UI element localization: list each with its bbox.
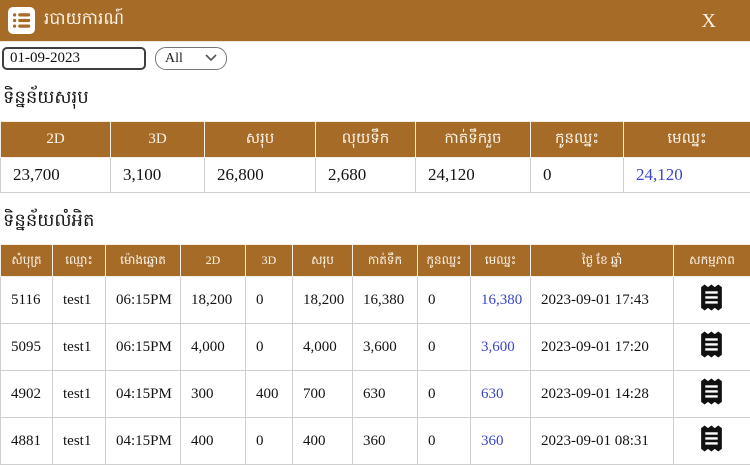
receipt-icon bbox=[699, 424, 724, 453]
details-table: សំបុត្រ ឈ្មោះ ម៉ោងឆ្នោត 2D 3D សរុប កាត់ទ… bbox=[0, 244, 750, 465]
summary-col-after-cut: កាត់ទឹករួច bbox=[416, 122, 531, 158]
amount-total: 400 bbox=[293, 418, 353, 465]
summary-3d-value: 3,100 bbox=[111, 158, 205, 193]
child-win: 0 bbox=[418, 371, 471, 418]
amount-after-cut: 16,380 bbox=[353, 277, 418, 324]
summary-col-child-win: កូនឈ្នះ bbox=[531, 122, 624, 158]
amount-after-cut: 360 bbox=[353, 418, 418, 465]
amount-after-cut: 630 bbox=[353, 371, 418, 418]
master-win-link[interactable]: 3,600 bbox=[471, 324, 531, 371]
ticket-number: 5116 bbox=[1, 277, 53, 324]
summary-2d-value: 23,700 bbox=[1, 158, 111, 193]
draw-time: 04:15PM bbox=[106, 371, 181, 418]
user-name: test1 bbox=[53, 371, 106, 418]
summary-child-win-value: 0 bbox=[531, 158, 624, 193]
app-header: របាយការណ៍ X bbox=[0, 0, 750, 42]
master-win-link[interactable]: 630 bbox=[471, 371, 531, 418]
details-section-title: ទិន្នន័យលំអិត bbox=[3, 208, 750, 235]
ticket-number: 4902 bbox=[1, 371, 53, 418]
details-col-child-win: កូនឈ្នះ bbox=[418, 245, 471, 277]
receipt-button[interactable] bbox=[699, 283, 724, 312]
receipt-button[interactable] bbox=[699, 424, 724, 453]
ticket-number: 4881 bbox=[1, 418, 53, 465]
details-col-ticket: សំបុត្រ bbox=[1, 245, 53, 277]
summary-data-row: 23,700 3,100 26,800 2,680 24,120 0 24,12… bbox=[1, 158, 750, 193]
row-datetime: 2023-09-01 17:43 bbox=[531, 277, 674, 324]
draw-time: 04:15PM bbox=[106, 418, 181, 465]
amount-2d: 4,000 bbox=[181, 324, 246, 371]
table-row: 5095 test1 06:15PM 4,000 0 4,000 3,600 0… bbox=[1, 324, 750, 371]
details-col-action: សកម្មភាព bbox=[674, 245, 750, 277]
details-col-2d: 2D bbox=[181, 245, 246, 277]
user-name: test1 bbox=[53, 324, 106, 371]
receipt-icon bbox=[699, 377, 724, 406]
details-col-total: សរុប bbox=[293, 245, 353, 277]
child-win: 0 bbox=[418, 418, 471, 465]
amount-2d: 300 bbox=[181, 371, 246, 418]
report-list-icon bbox=[8, 7, 35, 34]
receipt-icon bbox=[699, 330, 724, 359]
row-datetime: 2023-09-01 08:31 bbox=[531, 418, 674, 465]
summary-table: 2D 3D សរុប លុយទឹក កាត់ទឹករួច កូនឈ្នះ មេឈ… bbox=[0, 121, 750, 193]
row-datetime: 2023-09-01 17:20 bbox=[531, 324, 674, 371]
amount-total: 700 bbox=[293, 371, 353, 418]
summary-master-win-link[interactable]: 24,120 bbox=[624, 158, 750, 193]
draw-time: 06:15PM bbox=[106, 324, 181, 371]
user-name: test1 bbox=[53, 418, 106, 465]
amount-total: 18,200 bbox=[293, 277, 353, 324]
summary-header-row: 2D 3D សរុប លុយទឹក កាត់ទឹករួច កូនឈ្នះ មេឈ… bbox=[1, 122, 750, 158]
child-win: 0 bbox=[418, 277, 471, 324]
summary-commission-value: 2,680 bbox=[316, 158, 416, 193]
summary-col-master-win: មេឈ្នះ bbox=[624, 122, 750, 158]
details-col-master-win: មេឈ្នះ bbox=[471, 245, 531, 277]
master-win-link[interactable]: 16,380 bbox=[471, 277, 531, 324]
details-header-row: សំបុត្រ ឈ្មោះ ម៉ោងឆ្នោត 2D 3D សរុប កាត់ទ… bbox=[1, 245, 750, 277]
summary-col-3d: 3D bbox=[111, 122, 205, 158]
table-row: 4881 test1 04:15PM 400 0 400 360 0 360 2… bbox=[1, 418, 750, 465]
amount-2d: 18,200 bbox=[181, 277, 246, 324]
amount-3d: 400 bbox=[246, 371, 293, 418]
summary-col-total: សរុប bbox=[205, 122, 316, 158]
draw-time: 06:15PM bbox=[106, 277, 181, 324]
receipt-button[interactable] bbox=[699, 377, 724, 406]
receipt-icon bbox=[699, 283, 724, 312]
ticket-number: 5095 bbox=[1, 324, 53, 371]
summary-col-2d: 2D bbox=[1, 122, 111, 158]
amount-total: 4,000 bbox=[293, 324, 353, 371]
details-col-3d: 3D bbox=[246, 245, 293, 277]
master-win-link[interactable]: 360 bbox=[471, 418, 531, 465]
amount-after-cut: 3,600 bbox=[353, 324, 418, 371]
details-col-cut: កាត់ទឹក bbox=[353, 245, 418, 277]
summary-col-commission: លុយទឹក bbox=[316, 122, 416, 158]
amount-3d: 0 bbox=[246, 418, 293, 465]
summary-total-value: 26,800 bbox=[205, 158, 316, 193]
amount-3d: 0 bbox=[246, 277, 293, 324]
details-col-draw-time: ម៉ោងឆ្នោត bbox=[106, 245, 181, 277]
details-col-date: ថ្ងៃ ខែ ឆ្នាំ bbox=[531, 245, 674, 277]
user-name: test1 bbox=[53, 277, 106, 324]
summary-section-title: ទិន្នន័យសរុប bbox=[3, 85, 750, 112]
table-row: 4902 test1 04:15PM 300 400 700 630 0 630… bbox=[1, 371, 750, 418]
filter-dropdown-value: All bbox=[165, 51, 183, 67]
page-title: របាយការណ៍ bbox=[44, 8, 124, 33]
amount-3d: 0 bbox=[246, 324, 293, 371]
close-button[interactable]: X bbox=[696, 10, 722, 32]
filter-bar: All bbox=[0, 42, 750, 70]
details-col-name: ឈ្មោះ bbox=[53, 245, 106, 277]
child-win: 0 bbox=[418, 324, 471, 371]
row-datetime: 2023-09-01 14:28 bbox=[531, 371, 674, 418]
receipt-button[interactable] bbox=[699, 330, 724, 359]
chevron-down-icon bbox=[205, 51, 217, 67]
filter-dropdown[interactable]: All bbox=[155, 47, 227, 70]
summary-after-cut-value: 24,120 bbox=[416, 158, 531, 193]
table-row: 5116 test1 06:15PM 18,200 0 18,200 16,38… bbox=[1, 277, 750, 324]
date-input[interactable] bbox=[2, 47, 146, 70]
amount-2d: 400 bbox=[181, 418, 246, 465]
